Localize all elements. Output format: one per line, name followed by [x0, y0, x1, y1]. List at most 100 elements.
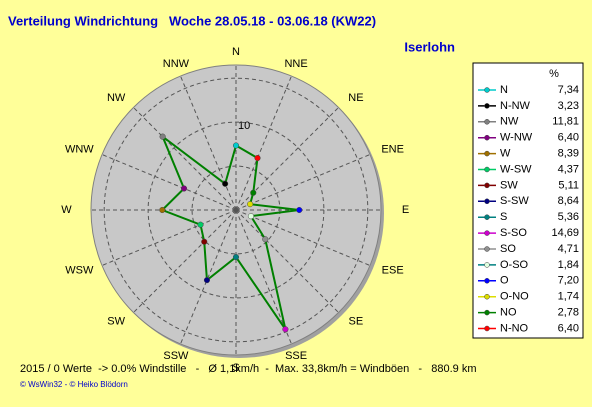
legend-header: %: [549, 68, 559, 80]
axis-label: WSW: [65, 264, 94, 276]
legend-value: 8,64: [558, 195, 579, 207]
axis-label: ESE: [382, 264, 404, 276]
chart-title: Verteilung Windrichtung Woche 28.05.18 -…: [8, 13, 376, 28]
legend-name: SW: [500, 179, 518, 191]
legend-value: 6,40: [558, 322, 579, 334]
spoke: [235, 75, 292, 211]
legend-marker: [484, 278, 490, 284]
spoke: [133, 209, 237, 313]
data-point: [282, 326, 289, 333]
axis-label: ENE: [381, 143, 404, 155]
axis-label: NNE: [284, 58, 307, 70]
legend-marker: [484, 103, 490, 109]
data-point: [250, 189, 257, 196]
legend-marker: [484, 119, 490, 125]
copyright: © WsWin32 - © Heiko Blödorn: [20, 380, 128, 389]
legend-value: 4,37: [558, 163, 579, 175]
legend-name: NO: [500, 307, 517, 319]
spoke: [180, 209, 237, 345]
data-point: [247, 201, 254, 208]
legend-name: W-NW: [500, 132, 533, 144]
axis-label: SSW: [163, 350, 189, 362]
legend-value: 11,81: [552, 116, 579, 128]
location: Iserlohn: [404, 39, 455, 54]
data-point: [159, 133, 166, 140]
axis-label: SW: [107, 316, 125, 328]
data-point: [296, 206, 303, 214]
legend-marker: [484, 230, 490, 236]
spoke: [101, 209, 237, 266]
data-point: [203, 277, 210, 284]
legend-name: S: [500, 211, 507, 223]
legend-value: 1,84: [558, 259, 579, 271]
data-point: [222, 180, 229, 187]
legend-marker: [484, 198, 490, 205]
axis-label: NE: [348, 92, 363, 104]
spoke: [101, 154, 237, 211]
data-point: [232, 254, 240, 261]
data-point: [262, 236, 269, 243]
axis-label: NNW: [163, 58, 190, 70]
legend-marker: [484, 134, 490, 141]
legend-name: NW: [500, 116, 519, 128]
legend-marker: [484, 166, 490, 173]
legend-value: 4,71: [558, 243, 579, 255]
legend-marker: [484, 150, 490, 157]
spoke: [180, 75, 237, 211]
axis-label: S: [232, 362, 239, 374]
legend-name: O-NO: [500, 291, 529, 303]
data-point: [159, 206, 166, 214]
legend-box: [472, 62, 584, 339]
axis-label: W: [61, 204, 72, 216]
data-point: [180, 185, 188, 192]
legend-value: 2,78: [558, 307, 579, 319]
legend-name: N-NW: [500, 100, 531, 112]
spoke: [235, 154, 371, 211]
legend-value: 3,23: [558, 100, 579, 112]
legend-value: 5,11: [558, 179, 579, 191]
data-point: [254, 154, 261, 162]
axis-label: SE: [349, 316, 364, 328]
spoke: [235, 209, 339, 313]
legend-value: 5,36: [558, 211, 579, 223]
legend-name: SO: [500, 243, 516, 255]
spoke: [235, 209, 371, 266]
data-point: [197, 221, 204, 228]
legend-value: 6,40: [558, 132, 579, 144]
legend-value: 7,20: [558, 275, 579, 287]
legend-value: 1,74: [558, 291, 579, 303]
legend-value: 7,34: [558, 84, 579, 96]
axis-label: NW: [107, 92, 126, 104]
legend-name: N-NO: [500, 322, 529, 334]
legend-marker: [484, 262, 490, 268]
legend-name: O: [500, 275, 509, 287]
legend-name: N: [500, 84, 508, 96]
legend-name: S-SW: [500, 195, 529, 207]
footer: 2015 / 0 Werte -> 0.0% Windstille - Ø 1,…: [20, 363, 476, 375]
data-point: [201, 238, 208, 245]
spoke: [133, 107, 237, 211]
axis-label: SSE: [285, 350, 307, 362]
data-point: [247, 213, 254, 220]
legend-marker: [484, 214, 490, 220]
data-point: [232, 142, 240, 149]
legend-marker: [484, 309, 490, 316]
legend-marker: [484, 182, 490, 189]
spoke: [235, 209, 292, 345]
r-tick-label: 10: [238, 120, 250, 132]
legend-name: W: [500, 148, 511, 160]
axis-label: E: [402, 204, 409, 216]
legend-value: 14,69: [551, 227, 579, 239]
legend-marker: [484, 325, 490, 332]
legend-marker: [484, 246, 490, 252]
legend-name: W-SW: [500, 163, 532, 175]
legend-name: O-SO: [500, 259, 529, 271]
legend-name: S-SO: [500, 227, 527, 239]
grid-ring: [103, 77, 369, 343]
axis-label: WNW: [65, 143, 94, 155]
legend-marker: [484, 293, 490, 300]
legend-value: 8,39: [558, 148, 579, 160]
legend-marker: [484, 87, 490, 93]
